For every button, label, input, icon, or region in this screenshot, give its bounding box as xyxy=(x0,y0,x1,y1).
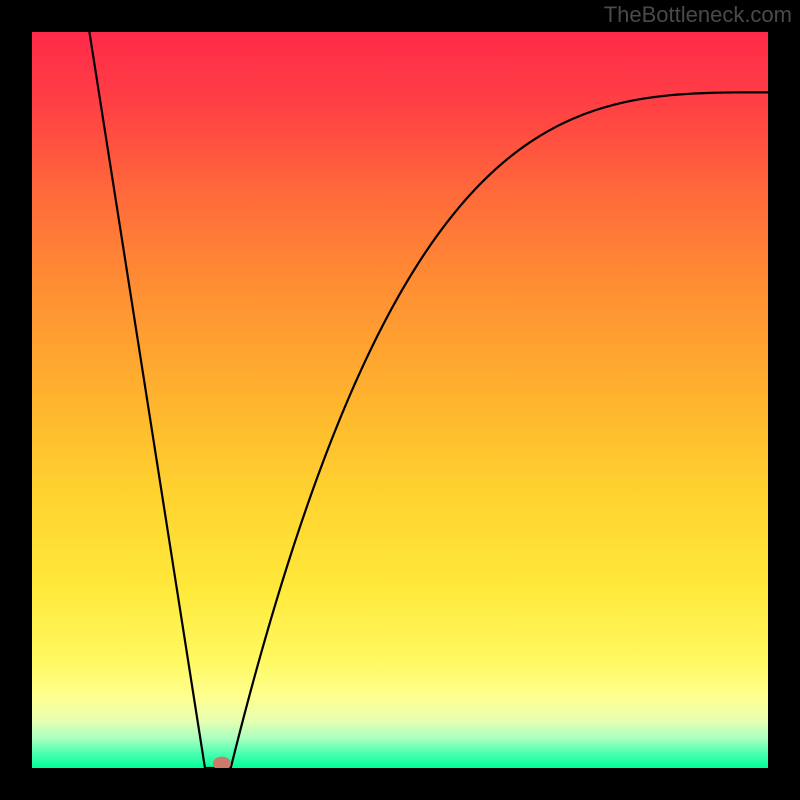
chart-container: TheBottleneck.com xyxy=(0,0,800,800)
watermark-text: TheBottleneck.com xyxy=(604,2,792,28)
plot-background xyxy=(32,32,768,768)
bottleneck-chart xyxy=(0,0,800,800)
